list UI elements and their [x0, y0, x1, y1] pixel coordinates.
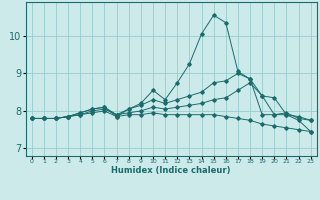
- X-axis label: Humidex (Indice chaleur): Humidex (Indice chaleur): [111, 166, 231, 175]
